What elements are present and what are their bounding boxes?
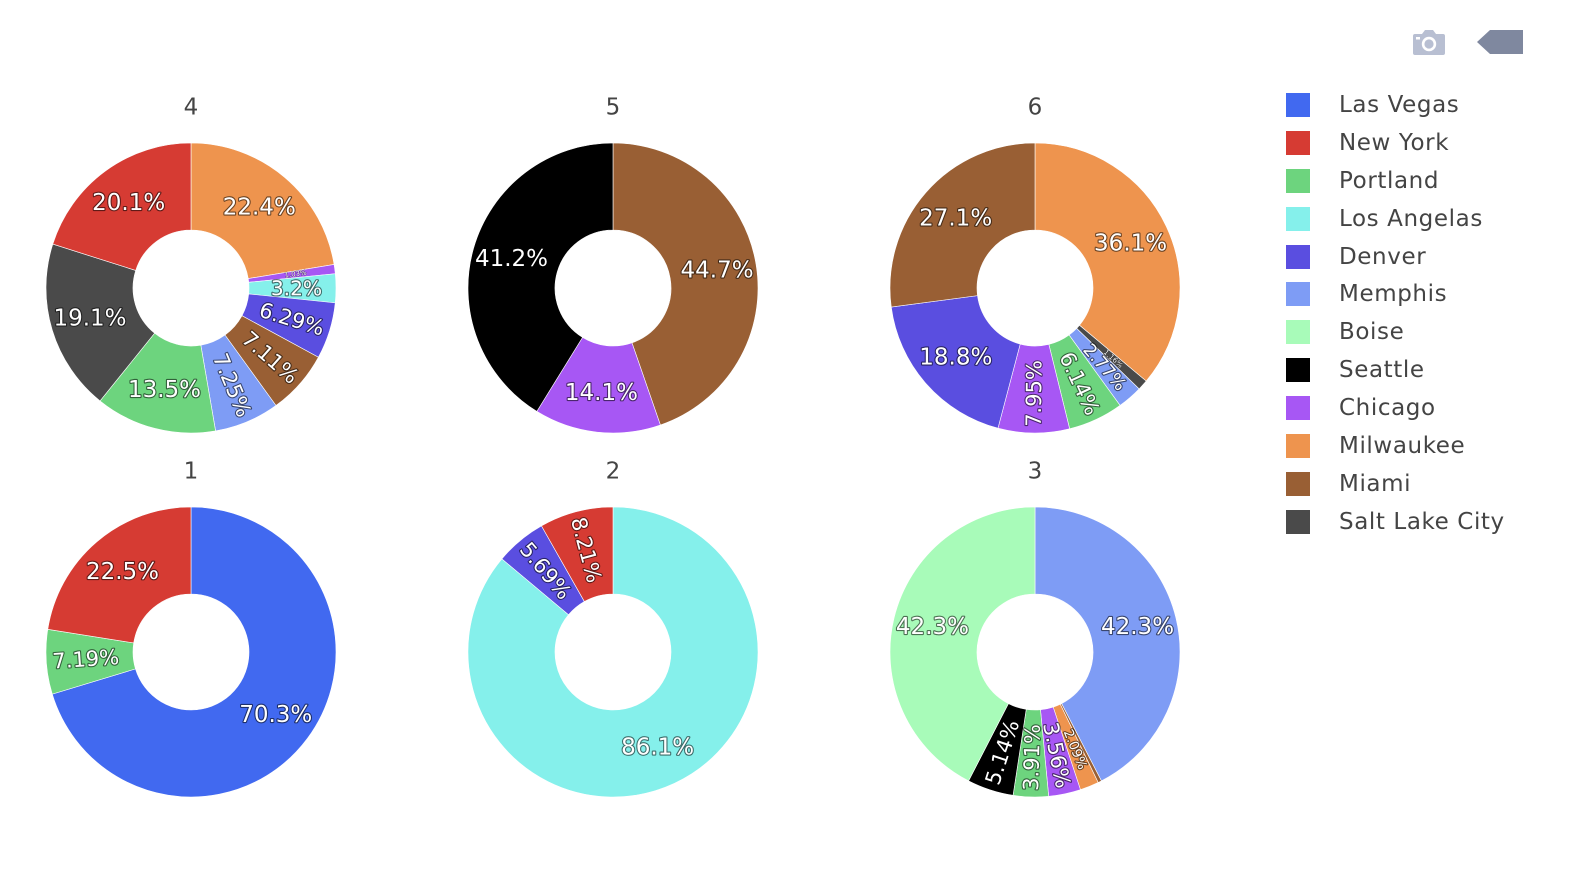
legend-swatch: [1286, 244, 1310, 269]
legend-swatch: [1286, 92, 1310, 117]
legend-label: Seattle: [1339, 357, 1425, 384]
pie-slice[interactable]: [45, 243, 156, 402]
legend-label: Milwaukee: [1339, 432, 1466, 459]
slice-label: 20.1%: [92, 190, 165, 216]
legend-label: Chicago: [1339, 395, 1436, 422]
slice-label: 41.2%: [475, 246, 548, 272]
legend-item[interactable]: Miami: [1286, 465, 1505, 503]
pie-3: 342.3%2.09%3.56%3.91%5.14%42.3%: [889, 459, 1181, 798]
pie-slice[interactable]: [52, 142, 192, 271]
pie-title: 6: [1028, 95, 1043, 121]
pie-4: 422.4%1.03%3.2%6.29%7.11%7.25%13.5%19.1%…: [45, 95, 337, 434]
legend-swatch: [1286, 320, 1310, 345]
legend-item[interactable]: Las Vegas: [1286, 86, 1505, 124]
slice-label: 7.19%: [52, 645, 120, 674]
legend-item[interactable]: New York: [1286, 124, 1505, 162]
legend-swatch: [1286, 433, 1310, 458]
legend-item[interactable]: Salt Lake City: [1286, 503, 1505, 541]
slice-label: 3.91%: [1019, 724, 1045, 791]
collapse-arrow-icon[interactable]: [1476, 29, 1524, 59]
legend-item[interactable]: Denver: [1286, 238, 1505, 276]
slice-label: 14.1%: [565, 380, 638, 406]
legend-swatch: [1286, 168, 1310, 193]
legend-label: Denver: [1339, 243, 1427, 270]
slice-label: 7.95%: [1022, 360, 1047, 427]
slice-label: 18.8%: [919, 345, 992, 371]
legend-label: Las Vegas: [1339, 91, 1460, 118]
legend-swatch: [1286, 358, 1310, 383]
pie-slice[interactable]: [1034, 506, 1181, 782]
pie-title: 5: [606, 95, 621, 121]
slice-label: 27.1%: [919, 205, 992, 231]
pie-title: 4: [184, 95, 199, 121]
slice-label: 3.2%: [271, 276, 322, 300]
legend-swatch: [1286, 471, 1310, 496]
pie-slice[interactable]: [889, 142, 1036, 308]
slice-label: 44.7%: [681, 258, 754, 284]
pie-title: 3: [1028, 459, 1043, 485]
pie-slice[interactable]: [467, 506, 759, 798]
pie-title: 2: [606, 459, 621, 485]
legend-item[interactable]: Los Angelas: [1286, 200, 1505, 238]
slice-label: 19.1%: [53, 305, 126, 331]
legend-label: Portland: [1339, 167, 1440, 194]
legend-item[interactable]: Boise: [1286, 313, 1505, 351]
pie-title: 1: [184, 459, 199, 485]
slice-label: 1.03%: [284, 269, 307, 280]
pie-slice[interactable]: [51, 506, 337, 798]
pie-slice[interactable]: [467, 142, 614, 412]
slice-label: 42.3%: [896, 614, 969, 640]
slice-label: 70.3%: [239, 702, 312, 728]
pie-1: 1 70.3% 7.19% 22.5%: [45, 459, 337, 798]
legend-swatch: [1286, 206, 1310, 231]
legend-swatch: [1286, 282, 1310, 307]
legend-label: Miami: [1339, 470, 1412, 497]
legend-swatch: [1286, 509, 1310, 534]
slice-label: 86.1%: [621, 735, 694, 761]
pie-slice[interactable]: [541, 506, 614, 602]
legend-label: Salt Lake City: [1339, 508, 1505, 535]
legend-item[interactable]: Chicago: [1286, 389, 1505, 427]
pie-slice[interactable]: [47, 506, 192, 644]
pie-6: 636.1%1.16%2.77%6.14%7.95%18.8%27.1%: [889, 95, 1181, 434]
legend-item[interactable]: Portland: [1286, 162, 1505, 200]
slice-label: 22.5%: [86, 559, 159, 585]
legend-label: New York: [1339, 129, 1450, 156]
legend-item[interactable]: Memphis: [1286, 275, 1505, 313]
modebar: [1412, 28, 1524, 60]
pie-slice[interactable]: [612, 142, 759, 426]
legend-label: Memphis: [1339, 281, 1448, 308]
slice-label: 42.3%: [1101, 614, 1174, 640]
pie-5: 5 44.7% 14.1% 41.2%: [467, 95, 759, 434]
legend-label: Los Angelas: [1339, 205, 1483, 232]
slice-label: 36.1%: [1094, 230, 1167, 256]
legend-item[interactable]: Seattle: [1286, 351, 1505, 389]
pie-slice[interactable]: [889, 506, 1036, 782]
legend-swatch: [1286, 130, 1310, 155]
pie-slice[interactable]: [890, 295, 1021, 429]
legend-label: Boise: [1339, 319, 1405, 346]
legend-swatch: [1286, 396, 1310, 421]
legend: Las Vegas New York Portland Los Angelas Denv…: [1286, 86, 1505, 541]
pie-slice[interactable]: [190, 142, 335, 279]
camera-icon[interactable]: [1412, 28, 1446, 60]
pie-slice[interactable]: [1034, 142, 1181, 382]
legend-item[interactable]: Milwaukee: [1286, 427, 1505, 465]
pie-slice[interactable]: [99, 332, 216, 434]
pie-2: 286.1%5.69%8.21%: [467, 459, 759, 798]
slice-label: 22.4%: [223, 195, 296, 221]
slice-label: 13.5%: [128, 377, 201, 403]
